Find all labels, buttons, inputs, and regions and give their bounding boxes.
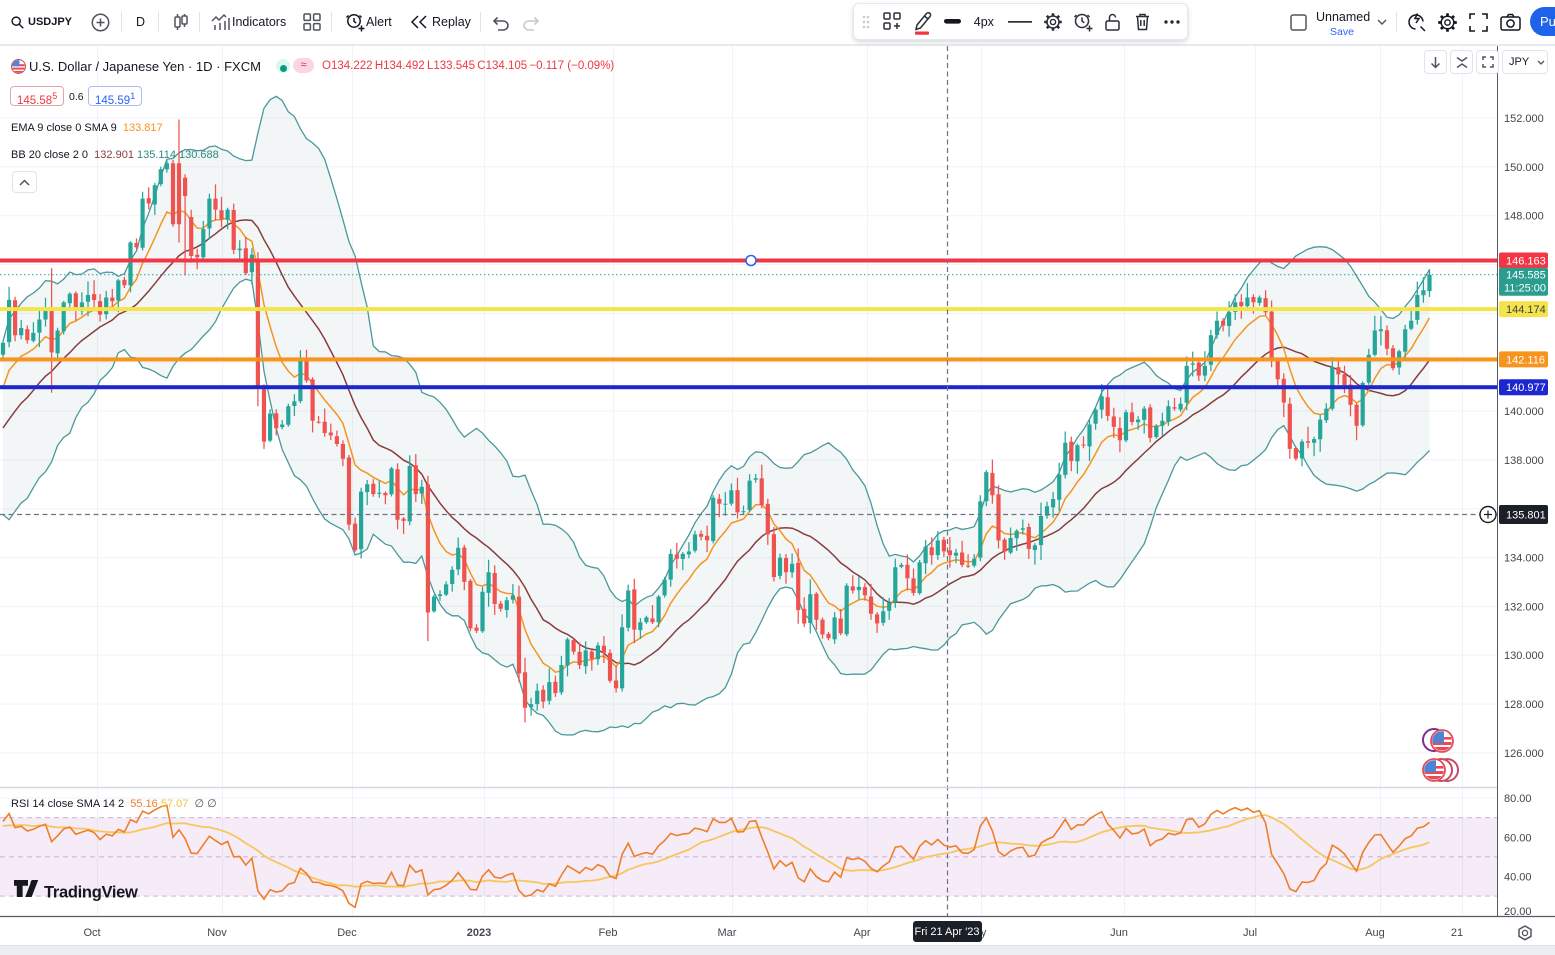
svg-text:134.000: 134.000 — [1504, 553, 1544, 565]
svg-text:142.116: 142.116 — [1506, 354, 1545, 366]
svg-text:135.801: 135.801 — [1506, 510, 1546, 522]
svg-text:138.000: 138.000 — [1504, 455, 1544, 467]
svg-text:Dec: Dec — [337, 927, 357, 939]
svg-text:Oct: Oct — [83, 927, 100, 939]
svg-text:40.00: 40.00 — [1504, 872, 1532, 884]
svg-text:Mar: Mar — [718, 927, 737, 939]
svg-text:130.000: 130.000 — [1504, 650, 1544, 662]
svg-text:20.00: 20.00 — [1504, 906, 1532, 918]
svg-text:2023: 2023 — [467, 927, 491, 939]
svg-text:140.977: 140.977 — [1506, 382, 1546, 394]
svg-text:Feb: Feb — [599, 927, 618, 939]
svg-text:148.000: 148.000 — [1504, 211, 1544, 223]
svg-text:TradingView: TradingView — [44, 884, 138, 902]
svg-text:140.000: 140.000 — [1504, 406, 1544, 418]
svg-text:Fri 21 Apr ′23: Fri 21 Apr ′23 — [914, 926, 979, 938]
svg-text:Nov: Nov — [207, 927, 227, 939]
svg-text:Aug: Aug — [1365, 927, 1385, 939]
svg-text:144.174: 144.174 — [1506, 304, 1546, 316]
svg-text:150.000: 150.000 — [1504, 162, 1544, 174]
svg-text:21: 21 — [1451, 927, 1463, 939]
svg-text:80.00: 80.00 — [1504, 793, 1532, 805]
svg-text:132.000: 132.000 — [1504, 601, 1544, 613]
svg-text:60.00: 60.00 — [1504, 832, 1532, 844]
svg-text:126.000: 126.000 — [1504, 748, 1544, 760]
svg-text:128.000: 128.000 — [1504, 699, 1544, 711]
svg-text:145.585: 145.585 — [1506, 270, 1546, 282]
svg-text:152.000: 152.000 — [1504, 113, 1544, 125]
svg-text:Jun: Jun — [1110, 927, 1128, 939]
svg-text:11:25:00: 11:25:00 — [1504, 283, 1546, 295]
svg-text:Jul: Jul — [1243, 927, 1257, 939]
svg-text:Apr: Apr — [853, 927, 870, 939]
svg-text:146.163: 146.163 — [1506, 256, 1546, 268]
